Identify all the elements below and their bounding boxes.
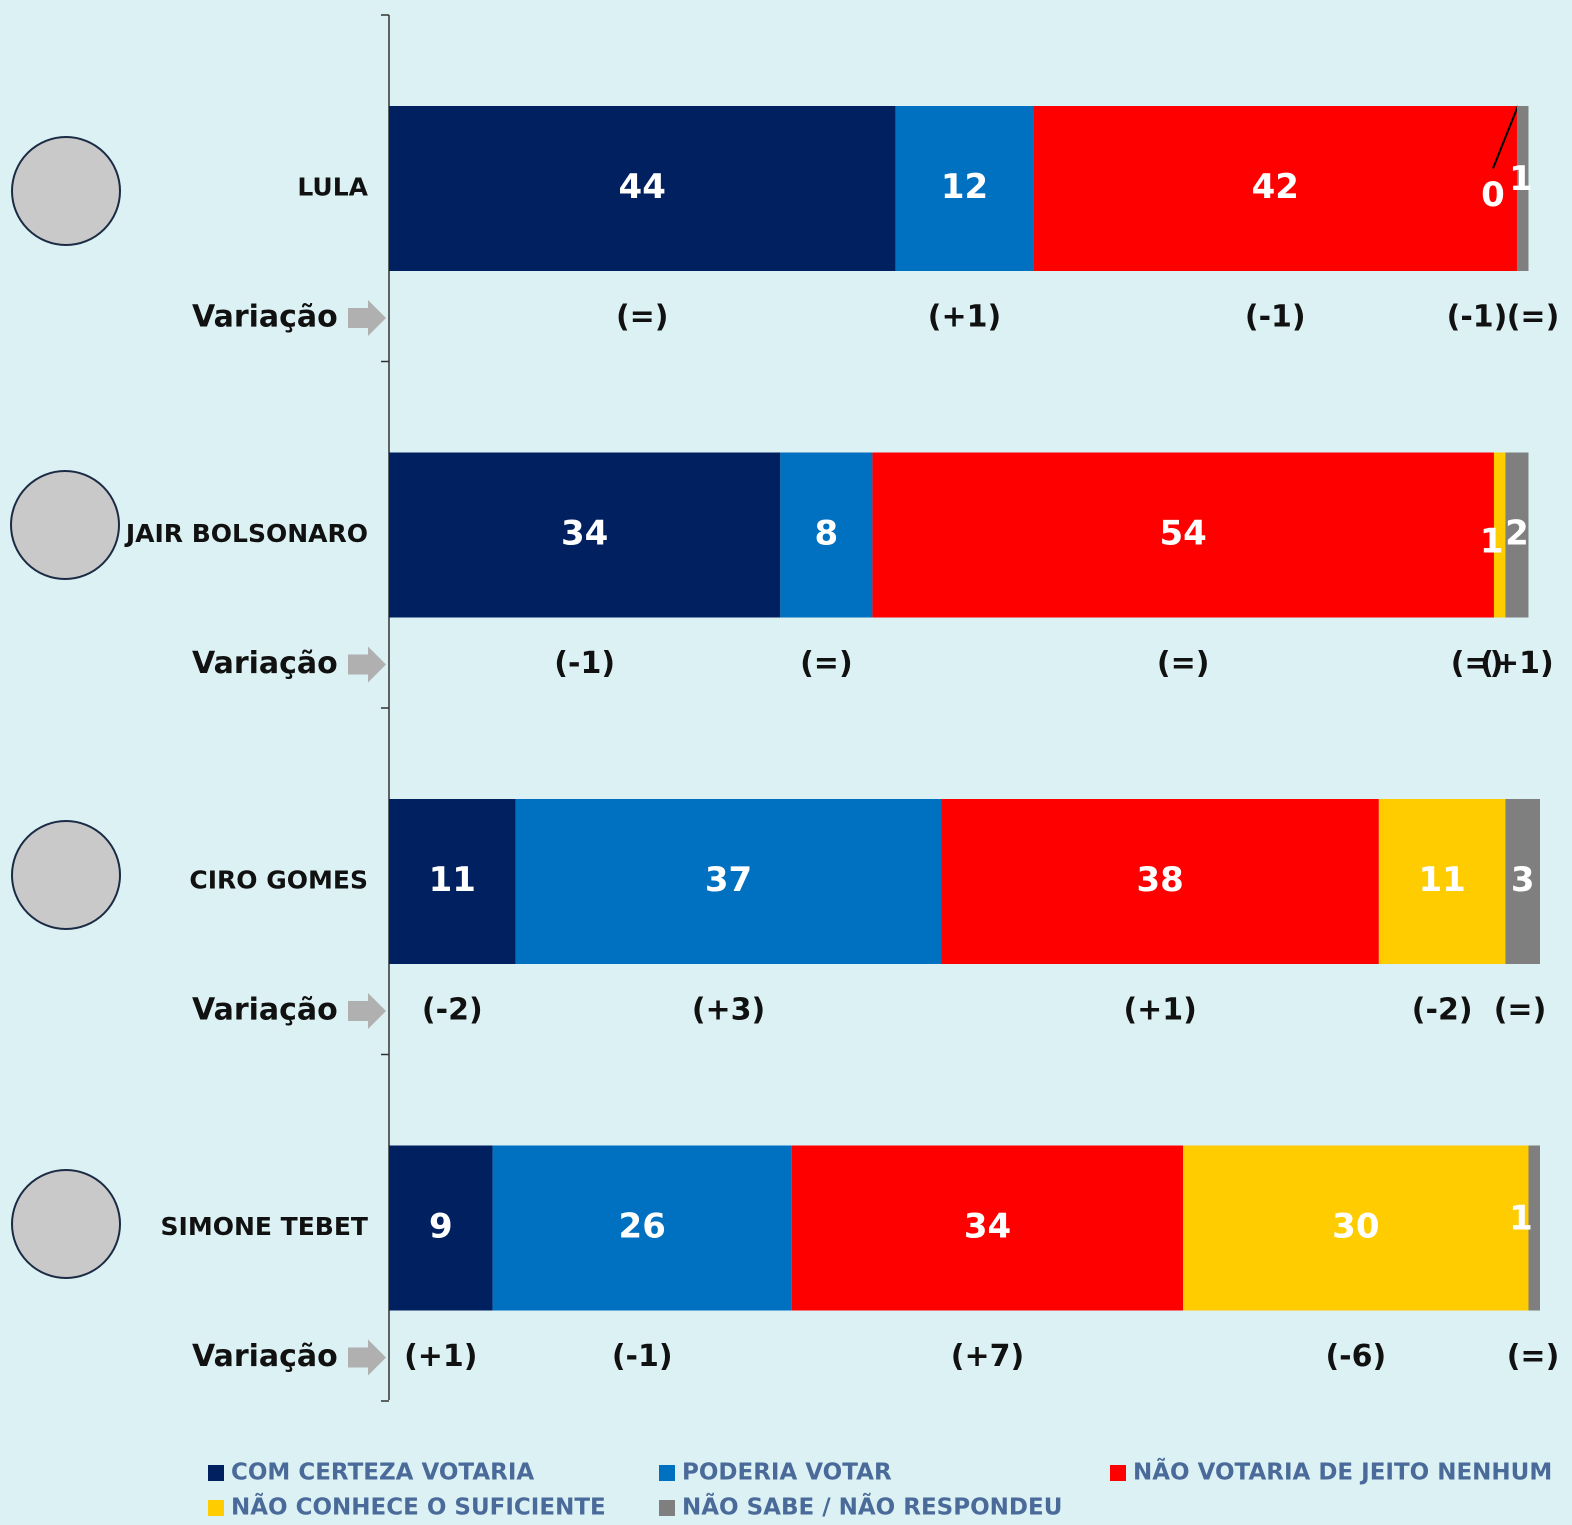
legend-swatch <box>659 1465 675 1481</box>
legend-swatch <box>1110 1465 1126 1481</box>
variation-label: (-1) <box>612 1339 673 1374</box>
variation-label: (-1) <box>1447 300 1508 335</box>
variation-label: (=) <box>616 300 669 335</box>
value-label: 2 <box>1505 514 1529 554</box>
variation-label: (-6) <box>1325 1339 1386 1374</box>
value-label: 1 <box>1480 522 1504 562</box>
legend-label: COM CERTEZA VOTARIA <box>231 1460 534 1486</box>
legend-label: NÃO SABE / NÃO RESPONDEU <box>682 1493 1062 1521</box>
variation-title: Variação <box>192 646 338 681</box>
category-label: LULA <box>297 173 368 202</box>
value-label: 8 <box>815 514 839 554</box>
category-label: CIRO GOMES <box>189 866 368 895</box>
value-label: 3 <box>1511 860 1535 900</box>
value-label: 38 <box>1137 860 1184 900</box>
value-label: 12 <box>941 167 988 207</box>
photo <box>12 821 120 929</box>
variation-label: (+7) <box>951 1339 1024 1374</box>
photo <box>12 137 120 245</box>
category-label: JAIR BOLSONARO <box>124 519 368 548</box>
value-label: 0 <box>1481 175 1505 215</box>
arrow <box>348 647 386 683</box>
variation-label: (=) <box>1507 300 1560 335</box>
legend-swatch <box>208 1500 224 1516</box>
arrow <box>348 993 386 1029</box>
variation-title: Variação <box>192 300 338 335</box>
legend-label: NÃO VOTARIA DE JEITO NENHUM <box>1133 1458 1552 1486</box>
variation-label: (+1) <box>404 1339 477 1374</box>
value-label: 9 <box>429 1207 453 1247</box>
category-label: SIMONE TEBET <box>161 1212 368 1241</box>
chart: LULAVariação44(=)12(+1)42(-1)0(-1)1(=)JA… <box>0 0 1572 1525</box>
value-label: 11 <box>429 860 476 900</box>
variation-title: Variação <box>192 993 338 1028</box>
value-label: 37 <box>705 860 752 900</box>
legend-label: NÃO CONHECE O SUFICIENTE <box>231 1493 606 1521</box>
value-label: 44 <box>619 167 666 207</box>
variation-label: (+1) <box>1480 646 1553 681</box>
value-label: 11 <box>1419 860 1466 900</box>
value-label: 30 <box>1332 1207 1379 1247</box>
variation-label: (-2) <box>1412 993 1473 1028</box>
value-label: 42 <box>1252 167 1299 207</box>
variation-label: (-1) <box>554 646 615 681</box>
value-label: 1 <box>1509 1199 1533 1239</box>
legend-swatch <box>659 1500 675 1516</box>
variation-label: (=) <box>1157 646 1210 681</box>
legend-label: PODERIA VOTAR <box>682 1460 892 1486</box>
variation-label: (=) <box>1494 993 1547 1028</box>
arrow <box>348 300 386 336</box>
variation-label: (+1) <box>928 300 1001 335</box>
variation-label: (+1) <box>1123 993 1196 1028</box>
value-label: 54 <box>1160 514 1207 554</box>
variation-title: Variação <box>192 1339 338 1374</box>
arrow <box>348 1340 386 1376</box>
photos <box>11 137 120 1278</box>
variation-label: (=) <box>800 646 853 681</box>
variation-label: (-2) <box>422 993 483 1028</box>
value-label: 34 <box>561 514 608 554</box>
photo <box>12 1170 120 1278</box>
value-label: 34 <box>964 1207 1011 1247</box>
variation-label: (+3) <box>692 993 765 1028</box>
legend-swatch <box>208 1465 224 1481</box>
photo <box>11 471 119 579</box>
value-label: 1 <box>1509 159 1533 199</box>
variation-label: (=) <box>1507 1339 1560 1374</box>
variation-label: (-1) <box>1245 300 1306 335</box>
value-label: 26 <box>619 1207 666 1247</box>
